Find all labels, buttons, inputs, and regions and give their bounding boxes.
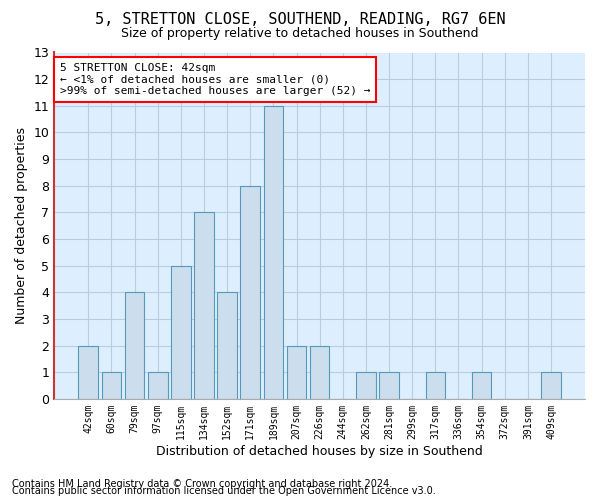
Bar (79, 346, 98, 399)
Bar (472, 372, 491, 399)
Bar (287, 346, 307, 399)
Bar (356, 372, 376, 399)
Bar (425, 372, 445, 399)
Y-axis label: Number of detached properties: Number of detached properties (15, 127, 28, 324)
Bar (171, 266, 191, 399)
Text: 5, STRETTON CLOSE, SOUTHEND, READING, RG7 6EN: 5, STRETTON CLOSE, SOUTHEND, READING, RG… (95, 12, 505, 28)
Bar (241, 186, 260, 399)
Text: Contains HM Land Registry data © Crown copyright and database right 2024.: Contains HM Land Registry data © Crown c… (12, 479, 392, 489)
Bar (194, 212, 214, 399)
Bar (101, 372, 121, 399)
X-axis label: Distribution of detached houses by size in Southend: Distribution of detached houses by size … (156, 444, 483, 458)
Bar (263, 106, 283, 399)
Text: Contains public sector information licensed under the Open Government Licence v3: Contains public sector information licen… (12, 486, 436, 496)
Bar (310, 346, 329, 399)
Bar (217, 292, 237, 399)
Bar (125, 292, 145, 399)
Text: 5 STRETTON CLOSE: 42sqm
← <1% of detached houses are smaller (0)
>99% of semi-de: 5 STRETTON CLOSE: 42sqm ← <1% of detache… (59, 63, 370, 96)
Text: Size of property relative to detached houses in Southend: Size of property relative to detached ho… (121, 28, 479, 40)
Bar (379, 372, 399, 399)
Bar (541, 372, 561, 399)
Bar (148, 372, 167, 399)
